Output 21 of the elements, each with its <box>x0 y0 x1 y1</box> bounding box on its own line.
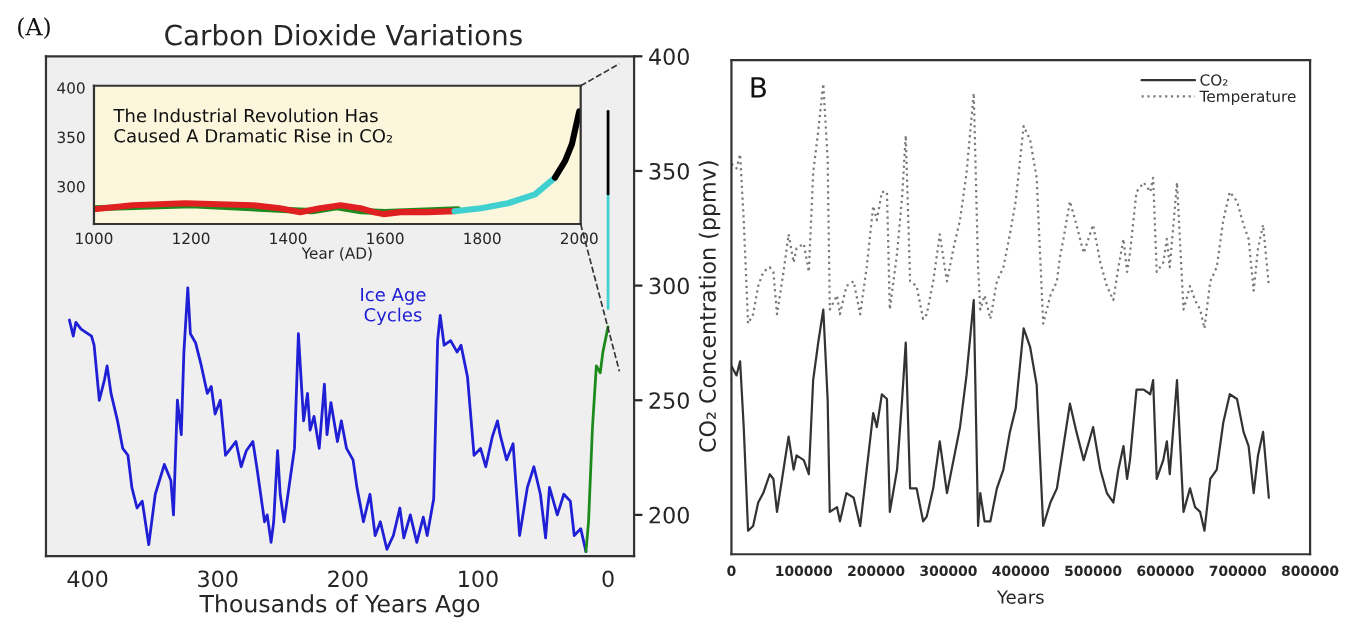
y-tick-label: 350 <box>649 162 689 180</box>
annotation: Ice Age Cycles <box>361 287 426 326</box>
x-axis-title: Years <box>996 590 1044 604</box>
text: (A) <box>18 17 50 39</box>
y-tick-label: 300 <box>649 277 689 295</box>
line-series <box>451 174 559 215</box>
chart-title: Carbon Dioxide Variations <box>165 24 522 46</box>
y-tick-label: 250 <box>649 392 689 410</box>
x-tick-label: 0 <box>602 570 614 588</box>
annotation: B <box>751 77 766 98</box>
y-axis-title: CO₂ Concentration (ppmv) <box>698 161 721 452</box>
y-tick-label: 400 <box>649 48 689 66</box>
x-axis-title: Thousands of Years Ago <box>199 594 480 618</box>
line-series <box>551 108 581 181</box>
x-tick-label: 200 <box>328 570 368 588</box>
line-series <box>584 325 610 553</box>
annotation: The Industrial Revolution Has Caused A Dramatic Rise in CO₂ <box>113 108 393 143</box>
x-tick-label: 100 <box>459 570 498 588</box>
line-series <box>68 286 588 553</box>
y-tick-label: 200 <box>649 506 689 524</box>
x-tick-label: 300 <box>198 570 238 588</box>
